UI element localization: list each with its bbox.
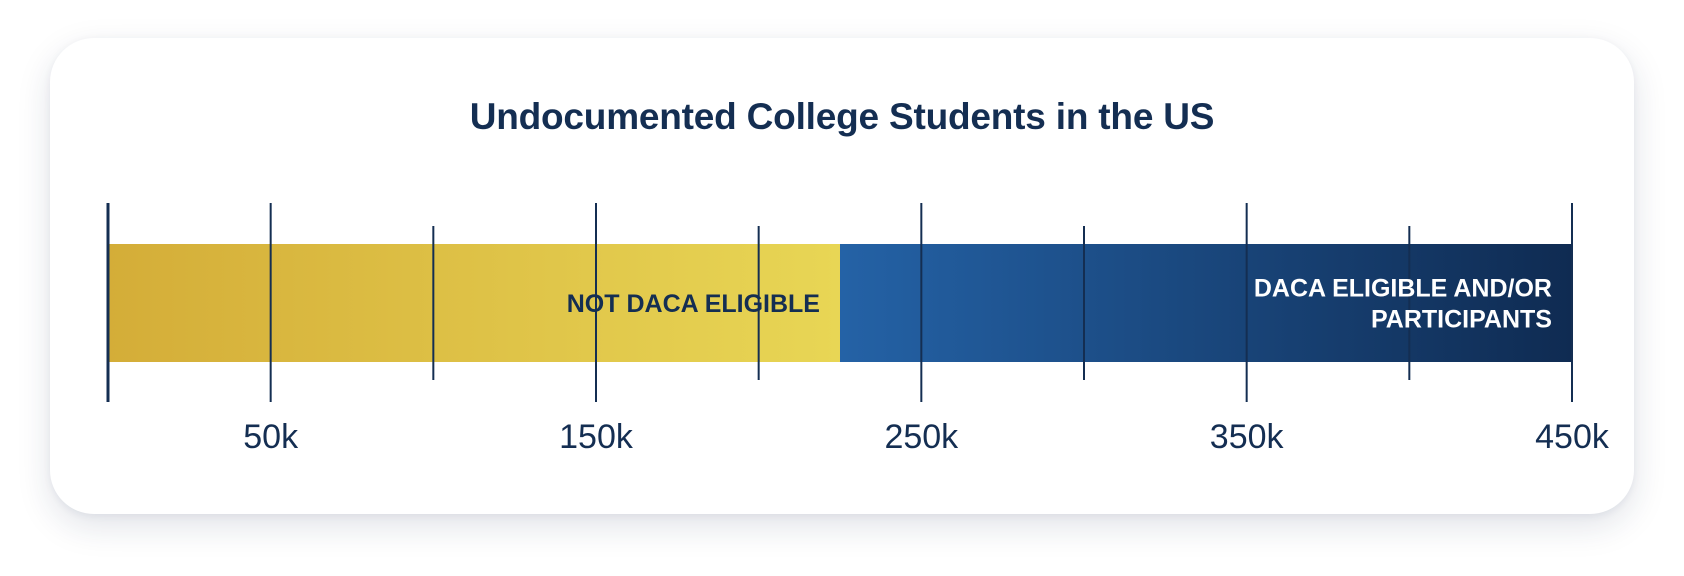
bar-segment-not-daca-eligible: [108, 244, 840, 362]
tick-label: 250k: [884, 418, 959, 456]
bars-layer: [108, 244, 1572, 362]
segment-label-1: DACA ELIGIBLE AND/OR PARTICIPANTS: [1254, 275, 1552, 334]
tick-label: 350k: [1210, 418, 1285, 456]
chart-title: Undocumented College Students in the US: [469, 96, 1215, 137]
segment-label-0: NOT DACA ELIGIBLE: [567, 290, 820, 318]
ticks-layer: [106, 203, 1573, 402]
tick-label: 150k: [559, 418, 634, 456]
labels-layer: NOT DACA ELIGIBLE DACA ELIGIBLE AND/OR PAR…: [243, 275, 1610, 457]
bar-segment-daca-eligible: [840, 244, 1572, 362]
tick-label: 50k: [243, 418, 299, 456]
tick-label: 450k: [1535, 418, 1610, 456]
